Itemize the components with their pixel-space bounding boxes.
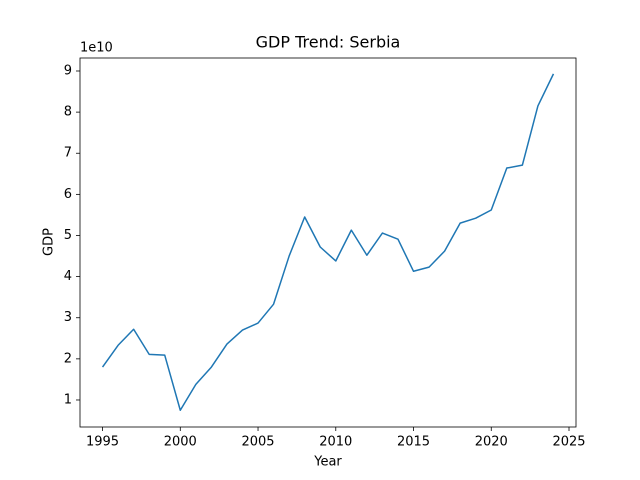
x-tick-label: 2010 (319, 435, 352, 450)
plot-frame (79, 57, 577, 428)
y-tick-label: 6 (64, 187, 72, 202)
offset-text: 1e10 (80, 41, 113, 56)
y-tick-label: 2 (64, 351, 72, 366)
x-tick-label: 2000 (164, 435, 197, 450)
x-axis-label: Year (313, 455, 342, 470)
y-axis-label: GDP (42, 228, 57, 256)
line-series (101, 73, 555, 412)
x-tick-label: 1995 (86, 435, 119, 450)
x-tick-label: 2005 (241, 435, 274, 450)
y-tick-label: 5 (64, 228, 72, 243)
y-tick-label: 3 (64, 310, 72, 325)
chart-title: GDP Trend: Serbia (256, 33, 401, 52)
x-tick-label: 2025 (552, 435, 585, 450)
y-tick-label: 9 (64, 63, 72, 78)
y-tick-label: 4 (64, 269, 72, 284)
y-tick-label: 8 (64, 105, 72, 120)
x-tick-label: 2015 (397, 435, 430, 450)
x-tick-label: 2020 (475, 435, 508, 450)
y-tick-label: 7 (64, 146, 72, 161)
y-tick-label: 1 (64, 392, 72, 407)
